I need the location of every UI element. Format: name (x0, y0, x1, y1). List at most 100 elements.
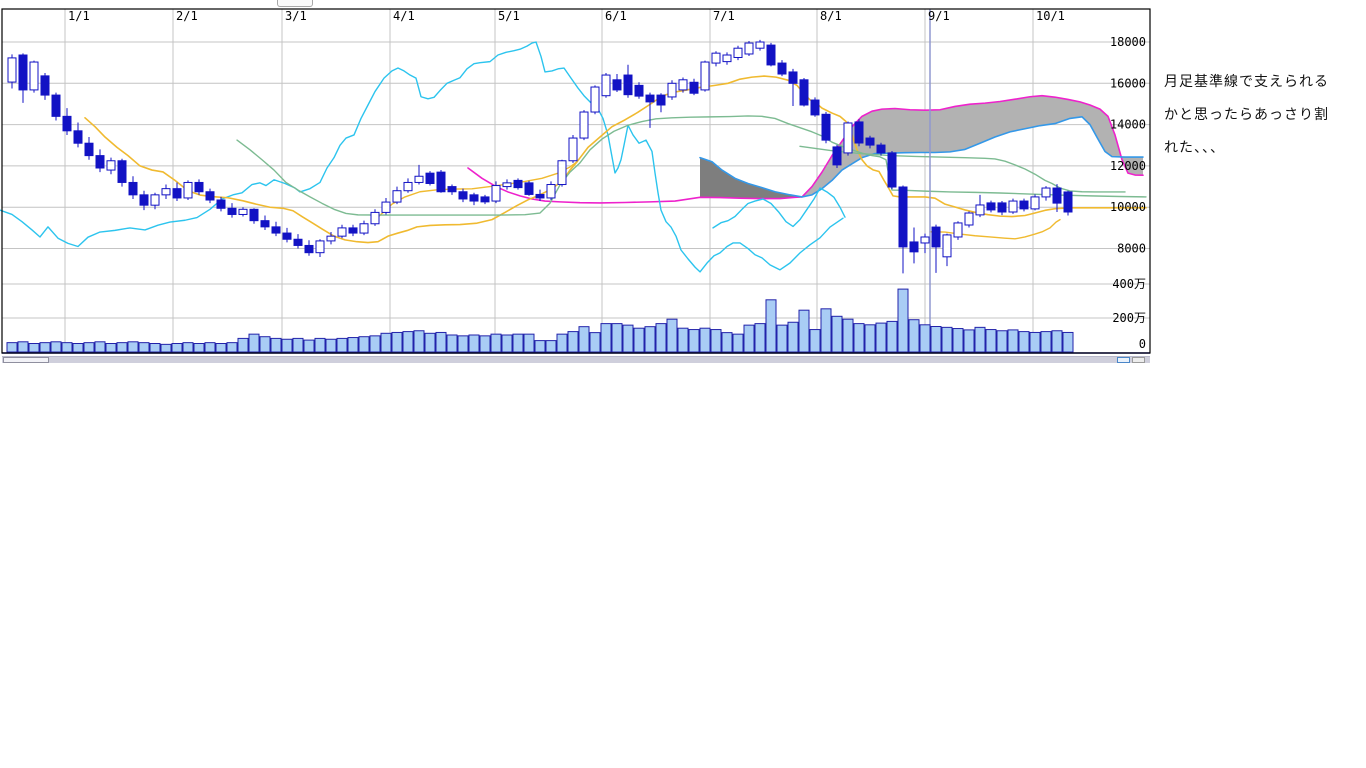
candle (1052, 187, 1062, 204)
volume-bar (776, 324, 788, 353)
candle (194, 181, 204, 193)
candle (689, 81, 699, 94)
kijun-line-line (84, 75, 1147, 244)
candle (1063, 191, 1073, 213)
date-tick-label: 4/1 (393, 9, 415, 23)
candle (788, 71, 798, 84)
scrollbar-button-right[interactable] (1132, 357, 1145, 363)
volume-bar (512, 333, 524, 353)
horizontal-scrollbar[interactable] (2, 356, 1150, 363)
candle (359, 223, 369, 234)
candle (799, 79, 809, 106)
candle (73, 130, 83, 144)
candle (84, 142, 94, 157)
date-axis-labels: 1/1 2/1 3/1 4/1 5/1 6/1 7/1 8/1 9/1 10/1 (68, 9, 1065, 23)
candle (997, 202, 1007, 213)
volume-bar (248, 333, 260, 353)
candle (755, 41, 765, 49)
volume-bar (270, 337, 282, 353)
date-tick-label: 9/1 (928, 9, 950, 23)
candle (260, 220, 270, 228)
volume-bar (314, 337, 326, 353)
date-tick-label: 3/1 (285, 9, 307, 23)
candle (832, 146, 842, 166)
volume-bar (633, 327, 645, 353)
volume-bar (281, 338, 293, 353)
volume-tick-label: 0 (1139, 337, 1146, 351)
volume-bar (347, 337, 359, 353)
candle (535, 193, 545, 199)
volume-bar (28, 343, 40, 353)
candle (62, 115, 72, 132)
volume-bar (919, 324, 931, 353)
candle (293, 238, 303, 246)
annotation-line-3: れた、、、 (1164, 140, 1225, 156)
scrollbar-thumb[interactable] (3, 357, 49, 363)
volume-bar (743, 324, 755, 353)
volume-bar (688, 329, 700, 353)
volume-bar (39, 342, 51, 353)
date-tick-label: 1/1 (68, 9, 90, 23)
candle (249, 208, 259, 222)
candle (975, 204, 985, 216)
volume-bar (578, 326, 590, 353)
volume-bar (1007, 329, 1019, 353)
volume-bar (336, 337, 348, 353)
candle (1019, 200, 1029, 210)
candle (447, 186, 457, 193)
volume-bar (809, 329, 821, 353)
candle (414, 175, 424, 183)
candle (51, 94, 61, 117)
candle (1008, 200, 1018, 213)
volume-bar (50, 341, 62, 353)
clipped-toolbar-button[interactable] (277, 0, 313, 7)
volume-bar (413, 330, 425, 353)
candle (491, 185, 501, 202)
candle (40, 75, 50, 96)
candle (942, 234, 952, 258)
date-tick-label: 5/1 (498, 9, 520, 23)
date-tick-label: 7/1 (713, 9, 735, 23)
candle (986, 202, 996, 211)
candle (392, 190, 402, 203)
candlesticks (7, 39, 1073, 274)
volume-bar (259, 336, 271, 353)
monthly-tenkan-line-line (799, 145, 1126, 193)
volume-bar (6, 342, 18, 353)
candle (381, 201, 391, 213)
candle (205, 191, 215, 201)
candle (854, 121, 864, 144)
candle (458, 191, 468, 200)
volume-bar (204, 342, 216, 353)
volume-bar (853, 323, 865, 353)
volume-bar (523, 333, 535, 353)
volume-bar (974, 326, 986, 353)
volume-bar (292, 337, 304, 353)
candle (821, 113, 831, 141)
scrollbar-button-left[interactable] (1117, 357, 1130, 363)
candle (590, 86, 600, 113)
volume-bar (171, 343, 183, 353)
price-tick-label: 16000 (1110, 76, 1146, 90)
candle (172, 188, 182, 199)
volume-bar (325, 338, 337, 353)
candle (238, 208, 248, 215)
volume-bar (842, 318, 854, 353)
candle (931, 226, 941, 248)
volume-bar (655, 323, 667, 353)
candle (722, 54, 732, 63)
candle (1030, 196, 1040, 210)
volume-bar (721, 332, 733, 353)
candle (568, 137, 578, 162)
kumo-cloud (700, 95, 1143, 199)
candle (667, 82, 677, 98)
candle (337, 227, 347, 237)
candle (711, 52, 721, 64)
volume-bar (105, 343, 117, 353)
volume-bar (897, 288, 909, 353)
annotation-line-2: かと思ったらあっさり割 (1164, 107, 1329, 123)
volume-bar (138, 342, 150, 353)
volume-bar (501, 334, 513, 353)
candle (546, 184, 556, 199)
candle (733, 47, 743, 58)
